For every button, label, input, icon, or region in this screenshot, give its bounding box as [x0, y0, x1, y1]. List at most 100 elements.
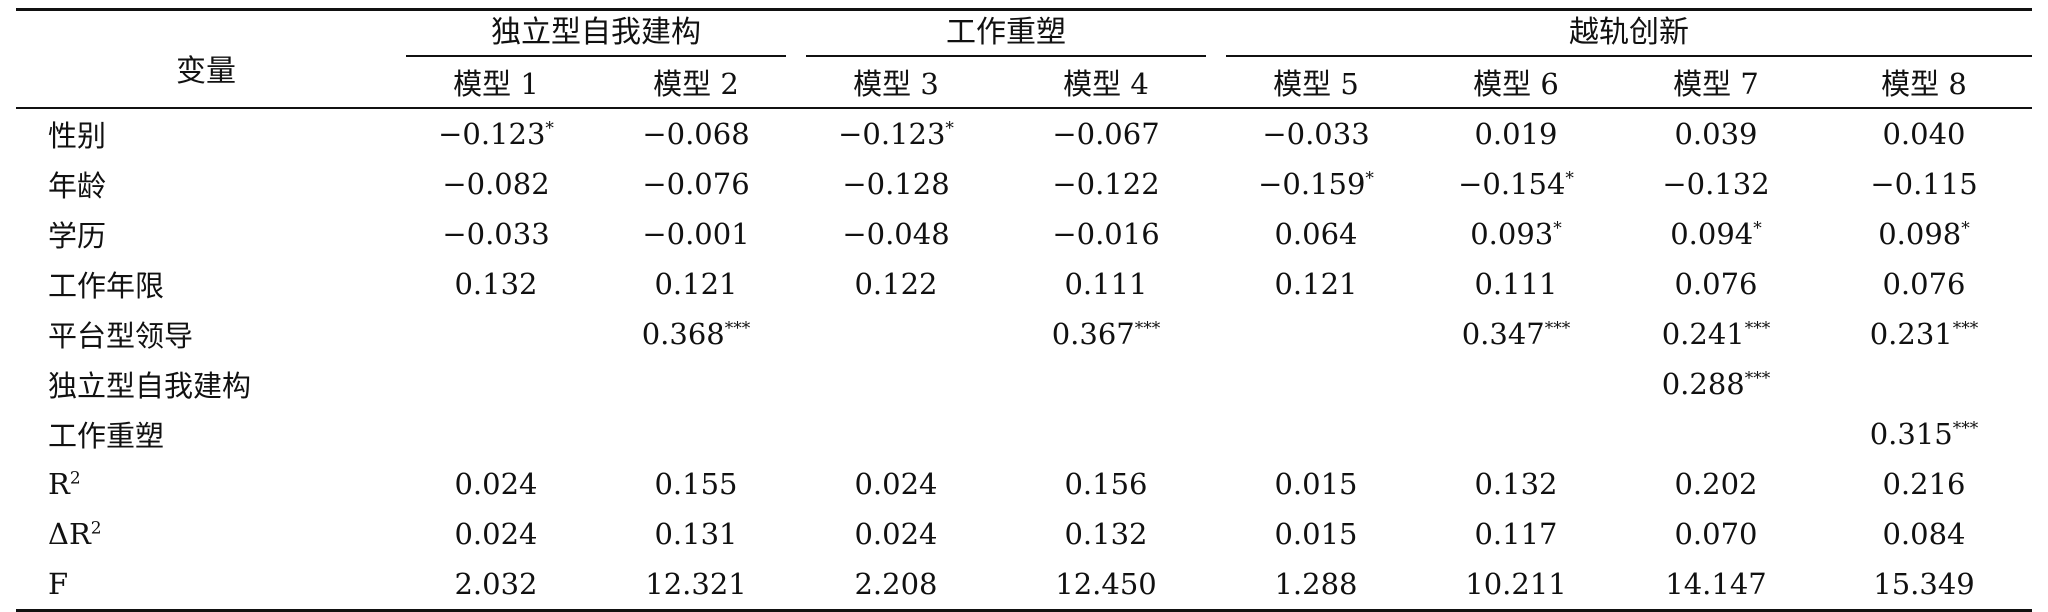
- cell-value: 0.202: [1674, 467, 1758, 501]
- table-cell: 2.032: [396, 559, 596, 612]
- model-header: 模型 8: [1816, 57, 2032, 109]
- significance-stars: ***: [1744, 318, 1771, 339]
- table-cell: 0.076: [1816, 259, 2032, 309]
- cell-value: 10.211: [1465, 567, 1567, 601]
- table-cell: [1616, 409, 1816, 459]
- table-cell: 0.019: [1416, 108, 1616, 159]
- table-cell: −0.001: [596, 209, 796, 259]
- cell-value: −0.001: [642, 217, 750, 251]
- cell-value: 0.111: [1064, 267, 1148, 301]
- table-cell: 0.098*: [1816, 209, 2032, 259]
- table-cell: 0.288***: [1616, 359, 1816, 409]
- table-cell: 0.117: [1416, 509, 1616, 559]
- table-cell: 0.015: [1216, 509, 1416, 559]
- table-row: 学历 −0.033 −0.001 −0.048 −0.016 0.064 0.093* 0.0…: [16, 209, 2032, 259]
- table-cell: [996, 359, 1216, 409]
- significance-stars: ***: [1952, 318, 1979, 339]
- table-row: F 2.032 12.321 2.208 12.450 1.288 10.211 14.147…: [16, 559, 2032, 612]
- significance-stars: ***: [724, 318, 751, 339]
- cell-value: 0.121: [1274, 267, 1358, 301]
- table-row: 平台型领导 0.368*** 0.367*** 0.347*** 0.241*** 0.2…: [16, 309, 2032, 359]
- significance-stars: *: [1553, 218, 1562, 239]
- table-cell: [1416, 359, 1616, 409]
- table-cell: −0.048: [796, 209, 996, 259]
- cell-value: 0.368: [641, 317, 725, 351]
- table-row: ΔR2 0.024 0.131 0.024 0.132 0.015 0.117 0.070 0.…: [16, 509, 2032, 559]
- model-header: 模型 7: [1616, 57, 1816, 109]
- cell-value: 0.064: [1274, 217, 1358, 251]
- table-cell: [596, 359, 796, 409]
- significance-stars: ***: [1134, 318, 1161, 339]
- cell-value: 0.288: [1661, 367, 1745, 401]
- cell-value: −0.122: [1052, 167, 1160, 201]
- significance-stars: *: [545, 118, 554, 139]
- table-cell: 0.132: [1416, 459, 1616, 509]
- table-cell: 0.368***: [596, 309, 796, 359]
- row-label: F: [16, 559, 396, 612]
- table-row: R2 0.024 0.155 0.024 0.156 0.015 0.132 0.202 0.2…: [16, 459, 2032, 509]
- table-cell: −0.068: [596, 108, 796, 159]
- model-header: 模型 3: [796, 57, 996, 109]
- table-cell: 0.315***: [1816, 409, 2032, 459]
- cell-value: −0.123: [438, 117, 546, 151]
- table-cell: 0.156: [996, 459, 1216, 509]
- significance-stars: *: [1565, 168, 1574, 189]
- table-cell: 0.084: [1816, 509, 2032, 559]
- cell-value: 0.024: [854, 467, 938, 501]
- cell-value: 0.024: [454, 517, 538, 551]
- cell-value: 0.132: [1474, 467, 1558, 501]
- cell-value: −0.154: [1458, 167, 1566, 201]
- table-cell: 0.122: [796, 259, 996, 309]
- cell-value: −0.159: [1258, 167, 1366, 201]
- row-label: R2: [48, 467, 81, 501]
- cell-value: −0.115: [1870, 167, 1978, 201]
- table-cell: −0.159*: [1216, 159, 1416, 209]
- significance-stars: ***: [1952, 418, 1979, 439]
- table-cell: 0.064: [1216, 209, 1416, 259]
- model-header: 模型 1: [396, 57, 596, 109]
- table-cell: 0.367***: [996, 309, 1216, 359]
- table-cell: 0.024: [396, 459, 596, 509]
- cell-value: 0.076: [1882, 267, 1966, 301]
- table-cell: [1216, 409, 1416, 459]
- cell-value: −0.048: [842, 217, 950, 251]
- table-row: 工作年限 0.132 0.121 0.122 0.111 0.121 0.111 0.076 0…: [16, 259, 2032, 309]
- table-cell: [796, 309, 996, 359]
- table-cell: 0.015: [1216, 459, 1416, 509]
- cell-value: −0.132: [1662, 167, 1770, 201]
- variable-header: 变量: [16, 8, 396, 109]
- model-header: 模型 4: [996, 57, 1216, 109]
- row-label-superscript: 2: [69, 468, 81, 489]
- table-cell: −0.067: [996, 108, 1216, 159]
- model-header-row: 模型 1 模型 2 模型 3 模型 4 模型 5 模型 6 模型 7 模型 8: [16, 57, 2032, 109]
- cell-value: −0.123: [838, 117, 946, 151]
- table-cell: 0.093*: [1416, 209, 1616, 259]
- table-cell: 0.094*: [1616, 209, 1816, 259]
- table-cell: −0.132: [1616, 159, 1816, 209]
- cell-value: −0.033: [442, 217, 550, 251]
- table-cell: −0.128: [796, 159, 996, 209]
- row-label: 性别: [48, 119, 107, 153]
- table-cell: −0.123*: [396, 108, 596, 159]
- table-cell: 0.231***: [1816, 309, 2032, 359]
- table-cell: 10.211: [1416, 559, 1616, 612]
- table-cell: −0.122: [996, 159, 1216, 209]
- cell-value: 0.019: [1474, 117, 1558, 151]
- cell-value: 0.076: [1674, 267, 1758, 301]
- row-label: 年龄: [48, 169, 107, 203]
- significance-stars: *: [1365, 168, 1374, 189]
- row-label: 工作重塑: [48, 419, 165, 453]
- row-label: 独立型自我建构: [48, 369, 252, 403]
- cell-value: 1.288: [1274, 567, 1358, 601]
- table-cell: [1416, 409, 1616, 459]
- table-cell: 0.347***: [1416, 309, 1616, 359]
- cell-value: 0.216: [1882, 467, 1966, 501]
- table-cell: [1216, 359, 1416, 409]
- cell-value: 0.015: [1274, 517, 1358, 551]
- table-cell: 0.216: [1816, 459, 2032, 509]
- group-header-independent-self-construal: 独立型自我建构: [396, 8, 796, 57]
- table-cell: 0.241***: [1616, 309, 1816, 359]
- group-header-row: 变量 独立型自我建构 工作重塑 越轨创新: [16, 8, 2032, 109]
- table-cell: 0.155: [596, 459, 796, 509]
- cell-value: −0.016: [1052, 217, 1160, 251]
